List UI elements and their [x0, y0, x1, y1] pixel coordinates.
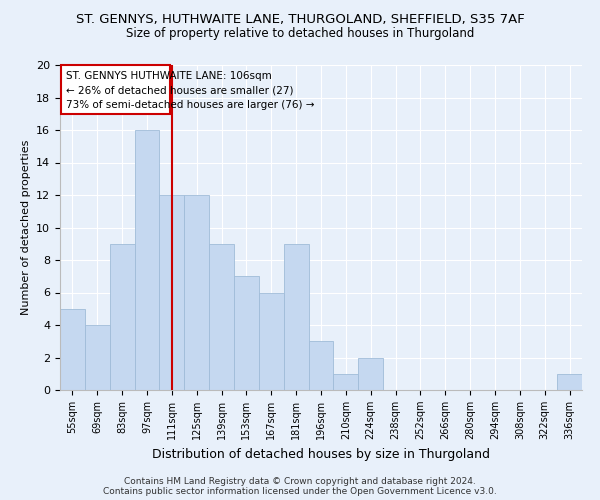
Text: ST. GENNYS, HUTHWAITE LANE, THURGOLAND, SHEFFIELD, S35 7AF: ST. GENNYS, HUTHWAITE LANE, THURGOLAND, … [76, 12, 524, 26]
Bar [209, 244, 234, 390]
Bar [308, 341, 334, 390]
Text: Size of property relative to detached houses in Thurgoland: Size of property relative to detached ho… [126, 28, 474, 40]
X-axis label: Distribution of detached houses by size in Thurgoland: Distribution of detached houses by size … [152, 448, 490, 460]
Bar [184, 195, 209, 390]
Bar [234, 276, 259, 390]
Bar [284, 244, 308, 390]
Y-axis label: Number of detached properties: Number of detached properties [20, 140, 31, 315]
Bar [334, 374, 358, 390]
Bar [160, 195, 184, 390]
Text: ← 26% of detached houses are smaller (27): ← 26% of detached houses are smaller (27… [66, 86, 294, 96]
Bar [134, 130, 160, 390]
Bar [557, 374, 582, 390]
Bar [358, 358, 383, 390]
Bar [259, 292, 284, 390]
Bar [110, 244, 134, 390]
Text: 73% of semi-detached houses are larger (76) →: 73% of semi-detached houses are larger (… [66, 100, 315, 110]
Text: Contains public sector information licensed under the Open Government Licence v3: Contains public sector information licen… [103, 488, 497, 496]
Text: ST. GENNYS HUTHWAITE LANE: 106sqm: ST. GENNYS HUTHWAITE LANE: 106sqm [66, 70, 272, 81]
Bar [85, 325, 110, 390]
Text: Contains HM Land Registry data © Crown copyright and database right 2024.: Contains HM Land Registry data © Crown c… [124, 478, 476, 486]
Bar [61, 65, 170, 114]
Bar [60, 308, 85, 390]
